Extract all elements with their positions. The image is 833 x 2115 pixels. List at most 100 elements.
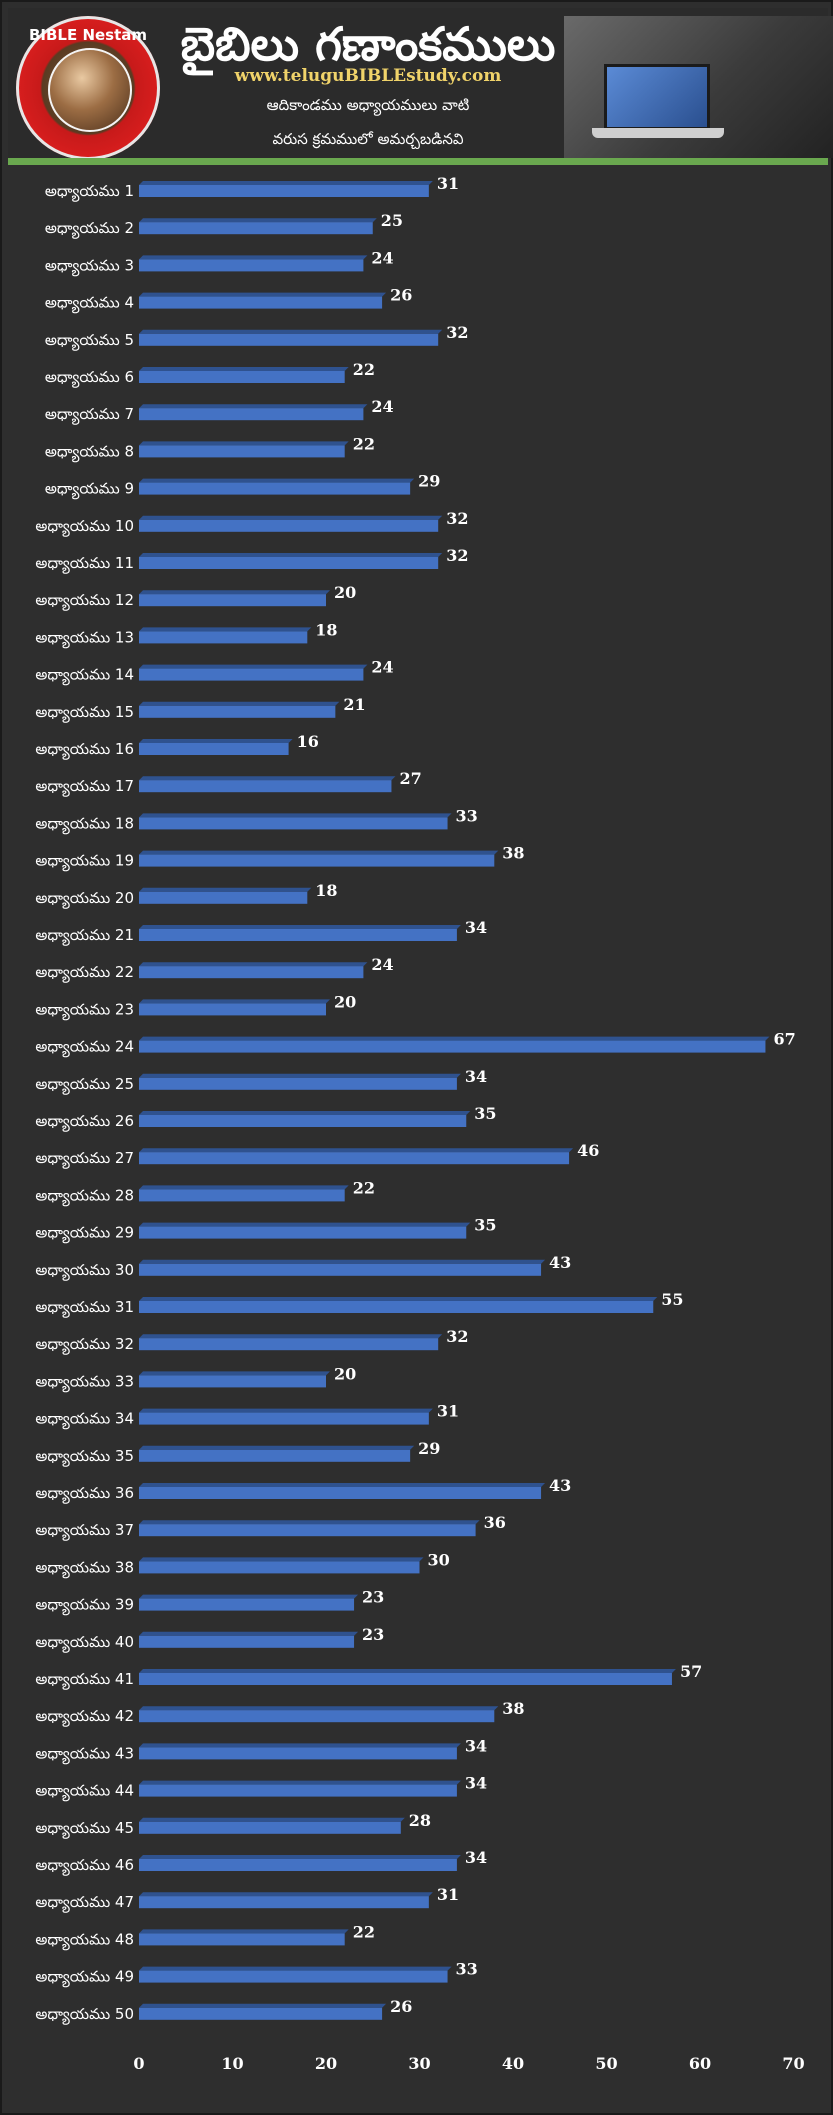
category-label: అధ్యాయము 19 bbox=[35, 852, 134, 872]
bar bbox=[139, 743, 289, 755]
category-label: అధ్యాయము 31 bbox=[35, 1298, 134, 1318]
bar-top-face bbox=[139, 2003, 387, 2008]
data-label: 26 bbox=[390, 1997, 412, 2016]
subtitle-line-2: వరుస క్రమములో అమర్చబడినవి bbox=[272, 130, 464, 148]
data-label: 34 bbox=[465, 1774, 487, 1793]
bar bbox=[139, 557, 439, 569]
category-label: అధ్యాయము 45 bbox=[35, 1819, 134, 1839]
category-label: అధ్యాయము 10 bbox=[35, 517, 134, 537]
x-tick-label: 70 bbox=[782, 2054, 804, 2073]
x-tick-label: 40 bbox=[502, 2054, 524, 2073]
data-label: 35 bbox=[474, 1216, 496, 1235]
data-label: 24 bbox=[371, 248, 393, 267]
laptop-chart-image bbox=[564, 16, 833, 158]
x-tick-label: 10 bbox=[221, 2054, 243, 2073]
data-label: 29 bbox=[418, 472, 440, 491]
bar bbox=[139, 1784, 457, 1797]
category-label: అధ్యాయము 22 bbox=[35, 963, 134, 983]
data-label: 22 bbox=[353, 1922, 375, 1941]
data-label: 24 bbox=[371, 955, 393, 974]
bar-top-face bbox=[139, 404, 368, 409]
category-label: అధ్యాయము 41 bbox=[35, 1670, 134, 1690]
site-url: www.teluguBIBLEstudy.com bbox=[234, 66, 502, 86]
subtitle-line-1: ఆదికాండము అధ్యాయములు వాటి bbox=[266, 96, 470, 114]
laptop-base bbox=[592, 128, 724, 138]
bar-top-face bbox=[139, 181, 433, 185]
bar bbox=[139, 333, 439, 346]
x-tick-label: 30 bbox=[408, 2054, 430, 2073]
category-label: అధ్యాయము 50 bbox=[35, 2005, 134, 2025]
bar-top-face bbox=[139, 292, 387, 297]
bar bbox=[139, 1040, 766, 1053]
category-label: అధ్యాయము 40 bbox=[35, 1633, 134, 1653]
bar-top-face bbox=[139, 925, 461, 929]
bar-top-face bbox=[139, 1185, 349, 1190]
bar-top-face bbox=[139, 887, 312, 892]
data-label: 18 bbox=[315, 620, 337, 639]
category-label: అధ్యాయము 8 bbox=[45, 442, 134, 462]
data-label: 30 bbox=[428, 1550, 450, 1569]
data-label: 20 bbox=[334, 992, 356, 1011]
bar-top-face bbox=[139, 1334, 443, 1339]
data-label: 67 bbox=[773, 1030, 795, 1049]
category-label: అధ్యాయము 1 bbox=[45, 182, 134, 202]
category-label: అధ్యాయము 18 bbox=[35, 814, 134, 834]
data-label: 31 bbox=[437, 1885, 459, 1904]
bar-top-face bbox=[139, 1780, 461, 1785]
bar-top-face bbox=[139, 664, 368, 669]
laptop-screen bbox=[604, 64, 710, 130]
category-label: అధ్యాయము 48 bbox=[35, 1930, 134, 1950]
category-label: అధ్యాయము 7 bbox=[45, 405, 134, 425]
bar-top-face bbox=[139, 1297, 658, 1301]
data-label: 43 bbox=[549, 1253, 571, 1272]
bar-top-face bbox=[139, 701, 340, 706]
bar-top-face bbox=[139, 776, 396, 781]
bar bbox=[139, 854, 495, 867]
x-tick-label: 20 bbox=[315, 2054, 337, 2073]
bar bbox=[139, 1115, 467, 1127]
data-label: 38 bbox=[502, 844, 524, 863]
bar bbox=[139, 1561, 420, 1574]
category-label: అధ్యాయము 49 bbox=[35, 1968, 134, 1988]
bar-top-face bbox=[139, 1557, 424, 1562]
data-label: 31 bbox=[437, 1402, 459, 1421]
bar bbox=[139, 966, 364, 979]
data-label: 16 bbox=[297, 732, 319, 751]
data-label: 32 bbox=[446, 1327, 468, 1346]
bar-top-face bbox=[139, 1892, 433, 1897]
category-label: అధ్యాయము 20 bbox=[35, 889, 134, 909]
category-label: అధ్యాయము 36 bbox=[35, 1484, 134, 1504]
bar-top-face bbox=[139, 1371, 330, 1376]
data-label: 34 bbox=[465, 1736, 487, 1755]
data-label: 35 bbox=[474, 1104, 496, 1123]
bar-top-face bbox=[139, 999, 330, 1004]
data-label: 23 bbox=[362, 1625, 384, 1644]
data-label: 28 bbox=[409, 1811, 431, 1830]
data-label: 57 bbox=[680, 1662, 702, 1681]
category-label: అధ్యాయము 16 bbox=[35, 740, 134, 760]
data-label: 32 bbox=[446, 323, 468, 342]
category-label: అధ్యాయము 37 bbox=[35, 1521, 134, 1541]
x-tick-label: 0 bbox=[133, 2054, 144, 2073]
category-label: అధ్యాయము 15 bbox=[35, 703, 134, 723]
bar bbox=[139, 1970, 448, 1983]
data-label: 23 bbox=[362, 1588, 384, 1607]
bar-top-face bbox=[139, 1111, 471, 1115]
bar-top-face bbox=[139, 1743, 461, 1748]
data-label: 43 bbox=[549, 1476, 571, 1495]
bar-top-face bbox=[139, 1594, 359, 1599]
category-label: అధ్యాయము 9 bbox=[45, 480, 134, 500]
bar bbox=[139, 259, 364, 272]
category-label: అధ్యాయము 34 bbox=[35, 1410, 134, 1430]
bar-top-face bbox=[139, 478, 415, 483]
category-label: అధ్యాయము 23 bbox=[35, 1000, 134, 1020]
bar bbox=[139, 408, 364, 421]
data-label: 27 bbox=[399, 769, 421, 788]
bar bbox=[139, 1524, 476, 1537]
data-label: 34 bbox=[465, 1067, 487, 1086]
header: BIBLE Nestam బైబిలు గణాంకములు www.telugu… bbox=[8, 8, 833, 160]
category-label: అధ్యాయము 12 bbox=[35, 591, 134, 611]
category-label: అధ్యాయము 33 bbox=[35, 1372, 134, 1392]
bar bbox=[139, 705, 336, 718]
